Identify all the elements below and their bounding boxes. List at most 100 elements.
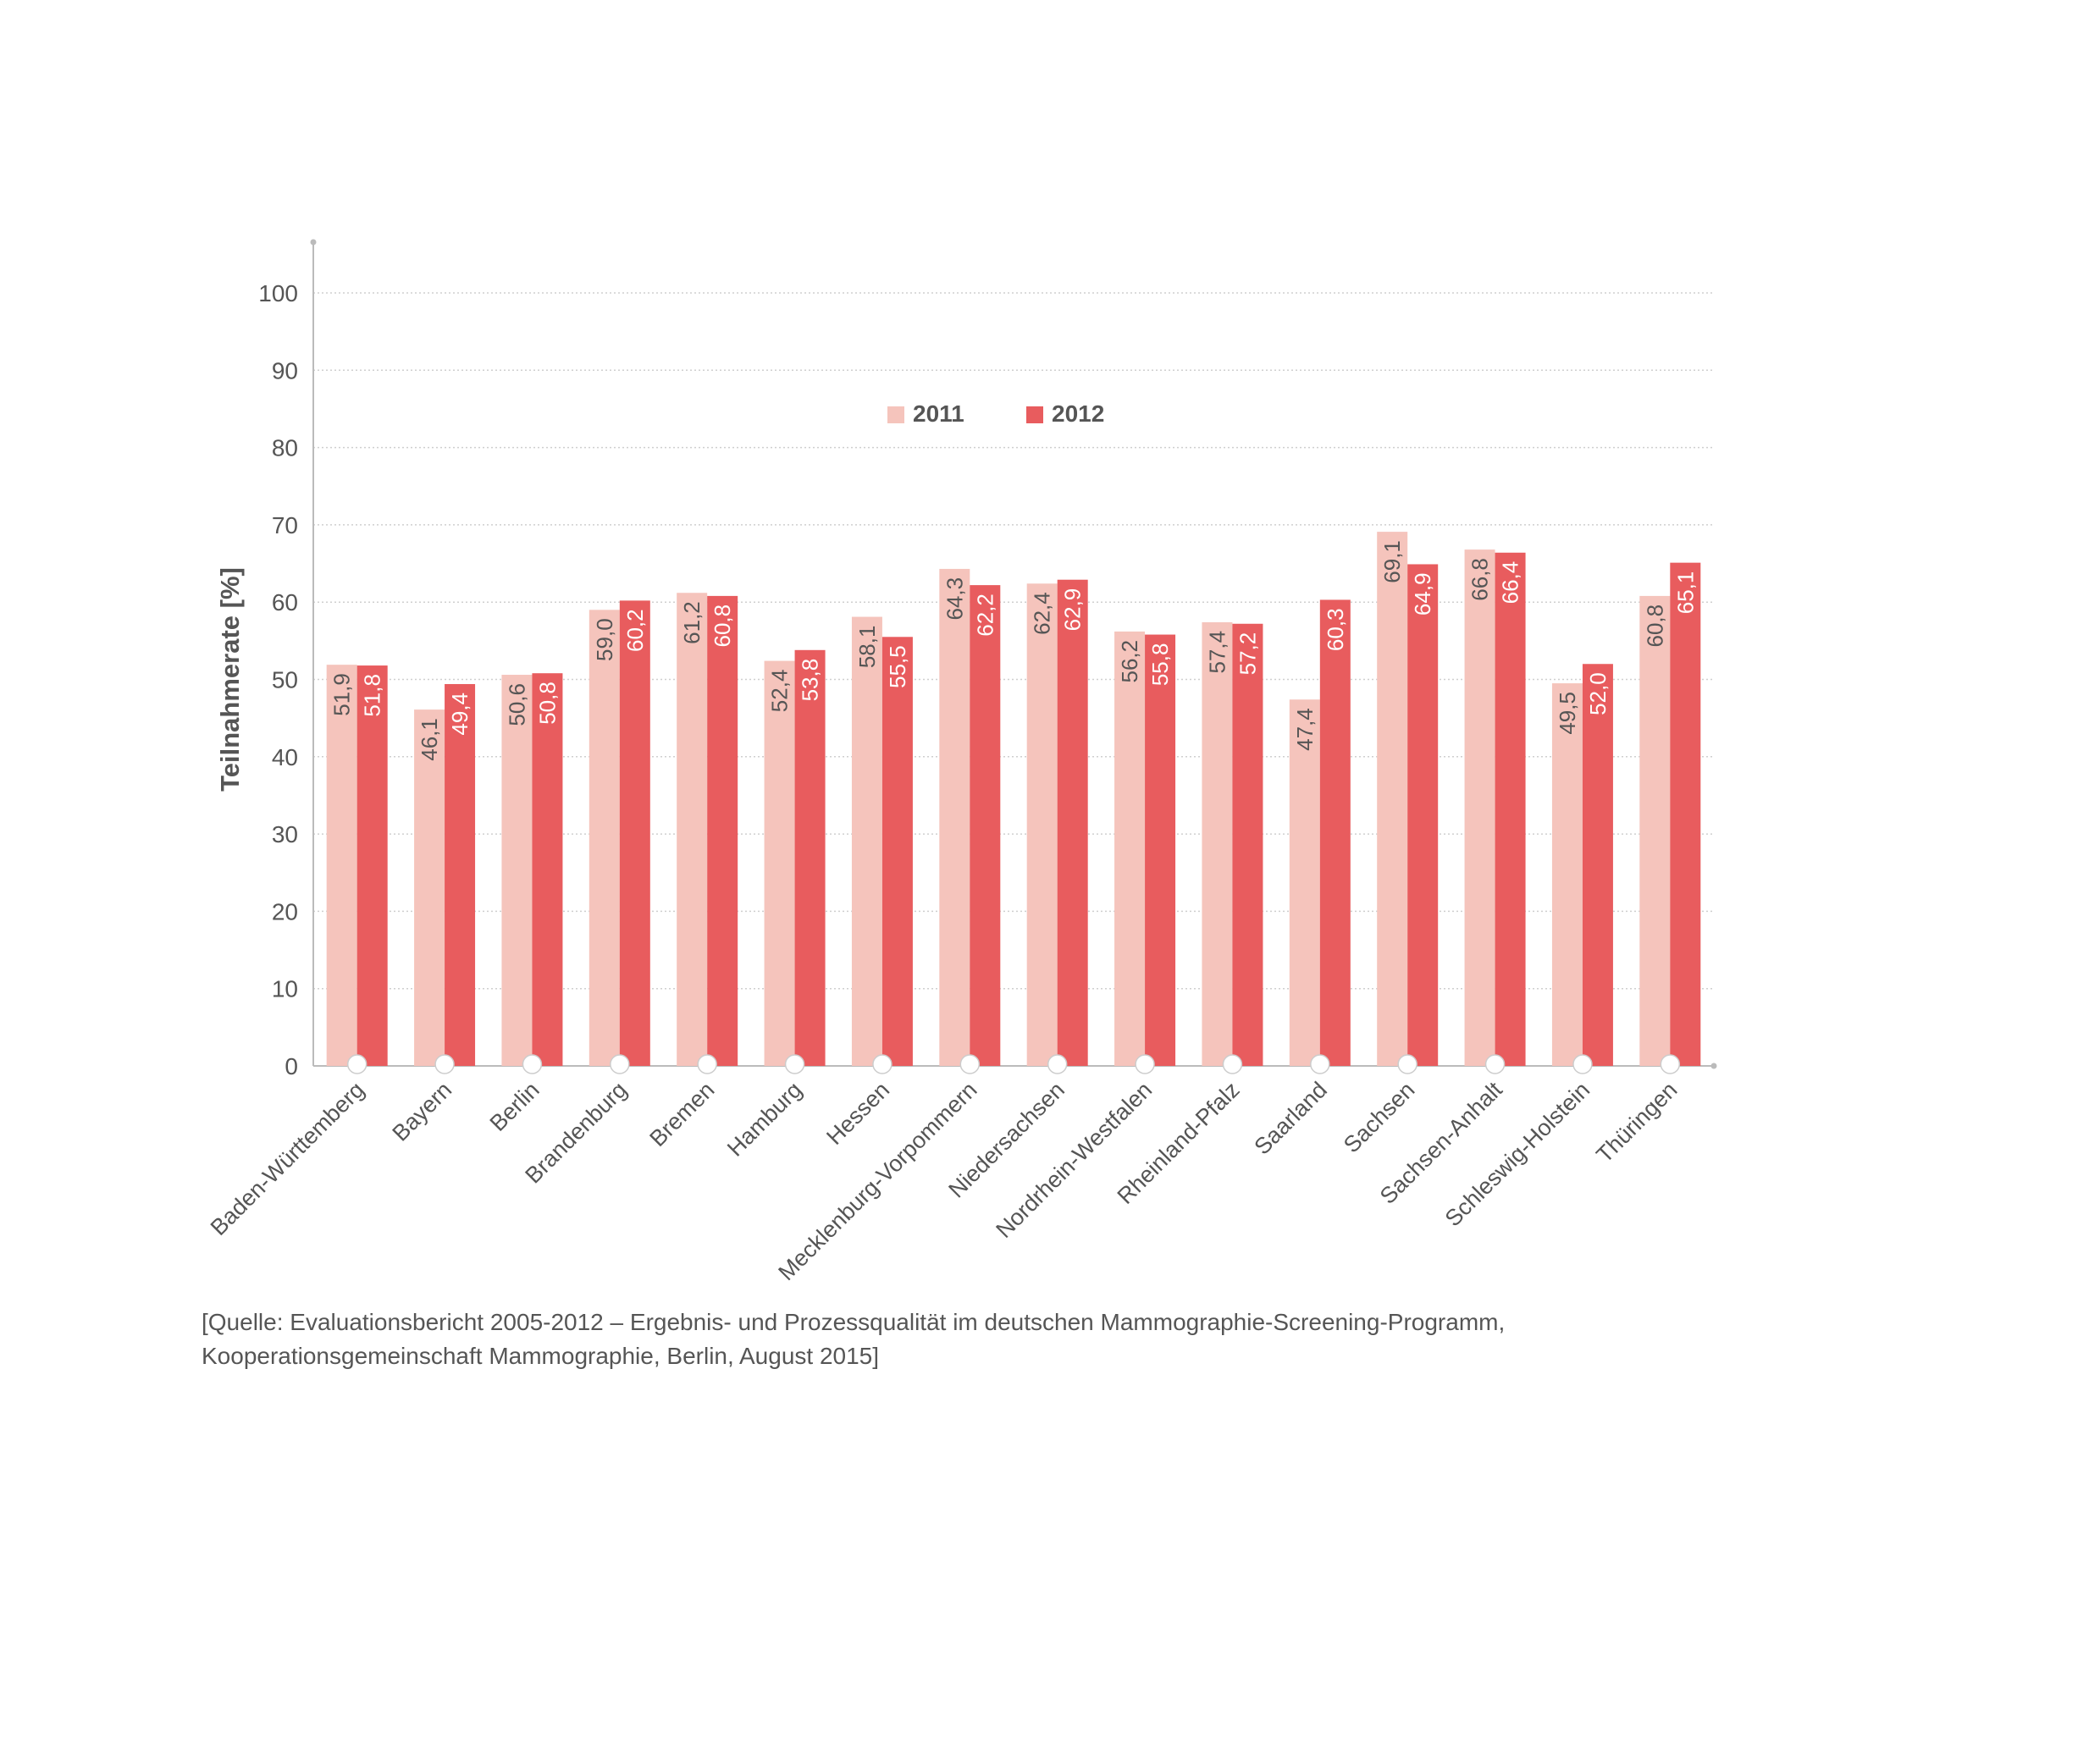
data-label-2011-2: 46,1 (417, 718, 442, 761)
bar-2011-11 (1202, 621, 1233, 1066)
data-label-2011-8: 64,3 (942, 577, 967, 621)
x-axis-end-dot (1710, 1063, 1717, 1069)
y-tick-label: 90 (272, 357, 298, 384)
x-tick-marker (1572, 1054, 1593, 1074)
bar-2011-4 (589, 610, 620, 1066)
y-tick-label: 40 (272, 744, 298, 770)
bar-2011-6 (764, 660, 795, 1066)
bar-2012-14 (1495, 552, 1526, 1066)
data-label-2012-7: 55,5 (885, 645, 910, 688)
y-tick-label: 60 (272, 589, 298, 616)
x-tick-label: Nordrhein-Westfalen (991, 1077, 1157, 1243)
data-label-2012-3: 50,8 (534, 682, 560, 725)
x-tick-marker (1047, 1054, 1068, 1074)
x-tick-marker (1484, 1054, 1506, 1074)
x-tick-marker (784, 1054, 805, 1074)
data-label-2012-6: 53,8 (798, 659, 823, 702)
data-label-2011-13: 69,1 (1379, 540, 1405, 583)
legend-swatch-2012 (1026, 406, 1043, 423)
bar-2012-6 (794, 649, 826, 1066)
y-tick-label: 30 (272, 821, 298, 847)
bar-2012-9 (1057, 579, 1088, 1066)
data-label-2011-6: 52,4 (767, 670, 793, 713)
legend-label-2011: 2011 (913, 400, 964, 427)
bar-2012-1 (356, 665, 388, 1066)
x-tick-marker (872, 1054, 892, 1074)
x-tick-marker (697, 1054, 717, 1074)
data-label-2012-10: 55,8 (1147, 643, 1173, 687)
bar-2011-16 (1639, 595, 1671, 1066)
data-label-2012-13: 64,9 (1410, 572, 1435, 616)
data-label-2011-1: 51,9 (329, 673, 355, 716)
bar-2011-2 (414, 709, 445, 1066)
bar-2012-8 (970, 585, 1001, 1066)
bar-2011-12 (1289, 699, 1320, 1066)
data-label-2011-11: 57,4 (1204, 631, 1230, 674)
y-tick-label: 70 (272, 512, 298, 538)
data-label-2012-14: 66,4 (1498, 561, 1523, 604)
x-tick-marker (610, 1054, 630, 1074)
data-label-2012-9: 62,9 (1060, 588, 1086, 632)
x-tick-marker (1222, 1054, 1243, 1074)
data-label-2011-3: 50,6 (504, 683, 529, 726)
x-tick-marker (1135, 1054, 1155, 1074)
data-label-2011-16: 60,8 (1642, 604, 1667, 648)
bar-chart: 0 10 20 30 40 50 60 70 80 90 100 Teilnahmerate [%] 5… (206, 239, 1717, 1285)
bar-2011-9 (1026, 583, 1058, 1066)
data-label-2012-2: 49,4 (447, 693, 472, 736)
x-tick-label: Hessen (821, 1077, 894, 1150)
bar-2012-5 (707, 595, 738, 1066)
bar-2012-2 (445, 683, 476, 1066)
legend-swatch-2011 (887, 406, 904, 423)
y-tick-label: 0 (285, 1053, 298, 1079)
bar-2012-10 (1145, 634, 1176, 1066)
y-axis-end-dot (310, 239, 317, 246)
bar-2012-4 (619, 600, 650, 1066)
bar-2011-10 (1114, 631, 1146, 1066)
x-tick-label: Bayern (388, 1077, 457, 1146)
bar-2011-7 (851, 616, 882, 1066)
x-tick-marker (1397, 1054, 1418, 1074)
data-label-2011-14: 66,8 (1467, 558, 1493, 601)
bar-2012-7 (881, 637, 913, 1066)
y-tick-label: 80 (272, 435, 298, 461)
legend-label-2012: 2012 (1052, 400, 1104, 427)
bar-2011-1 (326, 665, 357, 1066)
data-label-2012-4: 60,2 (622, 609, 648, 652)
x-tick-marker (1310, 1054, 1330, 1074)
source-line-2: Kooperationsgemeinschaft Mammographie, B… (202, 1343, 880, 1369)
data-label-2012-5: 60,8 (710, 604, 735, 648)
data-label-2011-4: 59,0 (592, 618, 617, 661)
x-tick-label: Bremen (644, 1077, 719, 1151)
bar-2011-15 (1551, 683, 1583, 1066)
bar-2011-14 (1464, 549, 1495, 1066)
bar-2011-8 (939, 568, 970, 1066)
data-label-2012-1: 51,8 (360, 674, 385, 717)
x-tick-marker (1660, 1054, 1681, 1074)
data-label-2012-16: 65,1 (1672, 571, 1698, 615)
bar-2012-16 (1670, 562, 1701, 1066)
x-tick-marker (959, 1054, 981, 1074)
data-label-2011-10: 56,2 (1117, 640, 1142, 683)
bar-2012-12 (1319, 599, 1351, 1066)
bar-2012-3 (532, 673, 563, 1066)
data-label-2011-7: 58,1 (854, 626, 880, 669)
x-tick-marker (522, 1054, 543, 1074)
x-tick-label: Saarland (1249, 1077, 1332, 1160)
x-tick-label: Hamburg (722, 1077, 807, 1162)
source-line-1: [Quelle: Evaluationsbericht 2005-2012 – … (202, 1309, 1506, 1335)
bar-2011-3 (501, 675, 533, 1066)
data-label-2012-8: 62,2 (972, 593, 998, 637)
y-tick-label: 50 (272, 667, 298, 693)
x-tick-marker (346, 1054, 368, 1074)
data-label-2012-12: 60,3 (1323, 608, 1348, 651)
x-tick-label: Baden-Württemberg (206, 1077, 369, 1240)
bar-2012-15 (1582, 664, 1613, 1066)
data-label-2011-15: 49,5 (1555, 692, 1580, 735)
data-label-2011-5: 61,2 (679, 601, 705, 644)
bar-2011-13 (1377, 532, 1408, 1066)
bar-2012-11 (1232, 623, 1263, 1066)
data-label-2011-12: 47,4 (1292, 708, 1318, 751)
x-tick-label: Sachsen (1339, 1077, 1420, 1158)
x-tick-label: Thüringen (1591, 1077, 1682, 1168)
